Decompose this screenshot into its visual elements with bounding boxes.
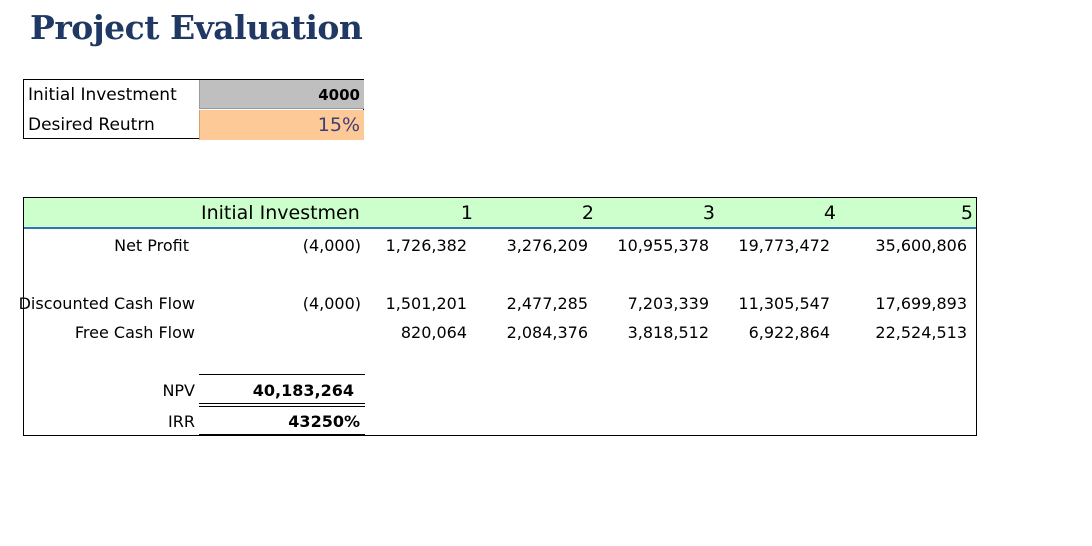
table-cell: 1,726,382 xyxy=(385,236,467,255)
table-cell: 7,203,339 xyxy=(627,294,709,313)
discounted-cash-flow-label: Discounted Cash Flow xyxy=(18,294,195,313)
desired-return-label: Desired Reutrn xyxy=(28,115,155,135)
page-title: Project Evaluation xyxy=(30,8,363,47)
table-cell: 1,501,201 xyxy=(385,294,467,313)
table-cell: (4,000) xyxy=(302,236,361,255)
inputs-panel: Initial Investment 4000 Desired Reutrn 1… xyxy=(23,79,364,140)
table-cell: 11,305,547 xyxy=(738,294,830,313)
table-cell: (4,000) xyxy=(302,294,361,313)
initial-investment-label: Initial Investment xyxy=(28,85,177,105)
npv-double-underline xyxy=(199,403,365,407)
npv-top-border xyxy=(199,374,365,375)
table-cell: 6,922,864 xyxy=(748,323,830,342)
irr-value: 43250% xyxy=(288,412,360,431)
header-initial-investment: Initial Investmen xyxy=(201,202,360,224)
header-year-1: 1 xyxy=(460,202,473,224)
table-cell: 2,477,285 xyxy=(506,294,588,313)
irr-label: IRR xyxy=(168,412,195,431)
table-cell: 2,084,376 xyxy=(506,323,588,342)
initial-investment-row: Initial Investment 4000 xyxy=(24,80,364,110)
net-profit-label: Net Profit xyxy=(114,236,189,255)
npv-value: 40,183,264 xyxy=(252,381,354,400)
table-cell: 3,818,512 xyxy=(627,323,709,342)
evaluation-table: Initial Investmen 1 2 3 4 5 Net Profit (… xyxy=(19,197,977,436)
initial-investment-input[interactable]: 4000 xyxy=(199,80,364,109)
table-cell: 19,773,472 xyxy=(738,236,830,255)
table-header: Initial Investmen 1 2 3 4 5 xyxy=(24,198,976,229)
table-cell: 820,064 xyxy=(400,323,467,342)
header-year-4: 4 xyxy=(823,202,836,224)
header-year-5: 5 xyxy=(960,202,973,224)
npv-label: NPV xyxy=(162,381,195,400)
table-cell: 3,276,209 xyxy=(506,236,588,255)
table-cell: 35,600,806 xyxy=(875,236,967,255)
desired-return-input[interactable]: 15% xyxy=(199,110,364,140)
free-cash-flow-label: Free Cash Flow xyxy=(74,323,195,342)
desired-return-row: Desired Reutrn 15% xyxy=(24,110,364,140)
table-cell: 17,699,893 xyxy=(875,294,967,313)
header-year-2: 2 xyxy=(581,202,594,224)
irr-bottom-border xyxy=(199,434,365,435)
table-cell: 22,524,513 xyxy=(875,323,967,342)
header-year-3: 3 xyxy=(702,202,715,224)
table-cell: 10,955,378 xyxy=(617,236,709,255)
